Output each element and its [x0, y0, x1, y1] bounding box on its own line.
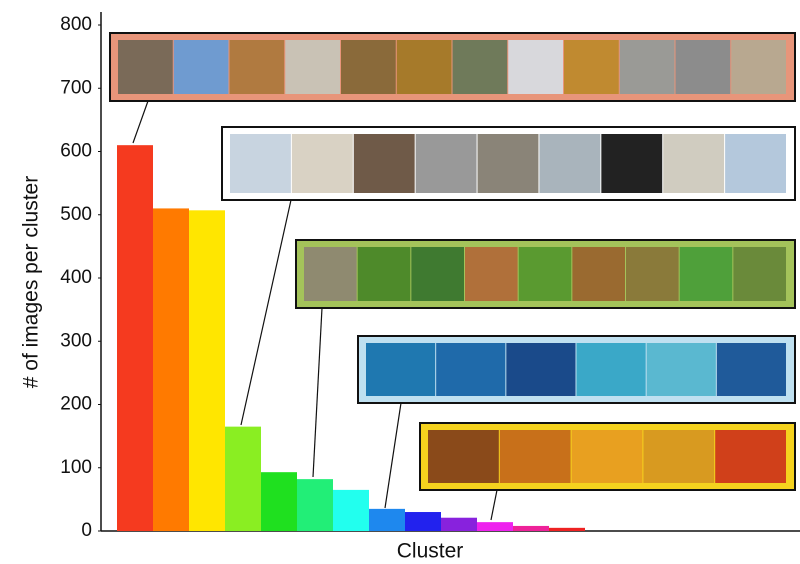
thumbnail — [304, 247, 357, 301]
bar — [477, 522, 513, 531]
thumbnail — [539, 134, 601, 193]
bar — [333, 489, 369, 531]
thumbnail — [663, 134, 725, 193]
y-tick-label: 500 — [60, 204, 92, 225]
y-tick-label: 400 — [60, 267, 92, 288]
thumbnail — [118, 40, 173, 94]
bar — [189, 210, 225, 531]
bar — [513, 525, 549, 531]
thumbnail — [731, 40, 786, 94]
thumbnail — [506, 343, 576, 396]
thumbnail — [452, 40, 508, 94]
thumbnail — [353, 134, 415, 193]
thumbnail — [716, 343, 786, 396]
thumbnail — [725, 134, 786, 193]
bar — [225, 426, 261, 531]
thumbnail — [571, 430, 643, 483]
bar — [441, 517, 477, 531]
bar — [261, 472, 297, 531]
y-axis-label: # of images per cluster — [20, 176, 43, 388]
thumbnail — [291, 134, 353, 193]
thumbnail — [357, 247, 411, 301]
bar — [405, 512, 441, 531]
y-tick-label: 600 — [60, 141, 92, 162]
thumbnail — [230, 134, 291, 193]
thumbnail — [564, 40, 619, 94]
y-tick-label: 800 — [60, 14, 92, 35]
y-tick-label: 300 — [60, 330, 92, 351]
thumbnail — [715, 430, 786, 483]
thumbnail — [285, 40, 340, 94]
thumbnail — [173, 40, 229, 94]
thumbnail — [518, 247, 572, 301]
y-tick-label: 100 — [60, 457, 92, 478]
thumbnail — [428, 430, 499, 483]
thumbnail — [626, 247, 679, 301]
bar — [117, 145, 153, 532]
thumbnail — [229, 40, 285, 94]
thumbnail — [679, 247, 733, 301]
thumbnail — [733, 247, 786, 301]
thumbnail — [436, 343, 506, 396]
connector — [312, 307, 323, 478]
bar — [369, 508, 405, 531]
thumbnail — [415, 134, 477, 193]
y-tick-label: 0 — [81, 520, 92, 541]
y-tick-label: 200 — [60, 394, 92, 415]
bar — [153, 208, 189, 532]
image-panels — [109, 32, 796, 521]
thumbnail — [411, 247, 464, 301]
thumbnail — [643, 430, 715, 483]
connector — [490, 489, 498, 521]
thumbnail — [572, 247, 625, 301]
thumbnail — [396, 40, 452, 94]
bar — [297, 479, 333, 531]
thumbnail — [508, 40, 563, 94]
thumbnail — [499, 430, 571, 483]
thumbnail — [341, 40, 396, 94]
connector — [384, 402, 402, 509]
thumbnail — [646, 343, 716, 396]
thumbnail — [576, 343, 646, 396]
thumbnail — [675, 40, 731, 94]
y-tick-label: 700 — [60, 77, 92, 98]
thumbnail — [465, 247, 518, 301]
bar — [549, 527, 585, 531]
thumbnail — [601, 134, 663, 193]
thumbnail — [477, 134, 539, 193]
connector — [240, 199, 292, 426]
thumbnail — [366, 343, 436, 396]
x-axis-label: Cluster — [397, 540, 464, 563]
connector — [132, 100, 149, 144]
thumbnail — [619, 40, 675, 94]
